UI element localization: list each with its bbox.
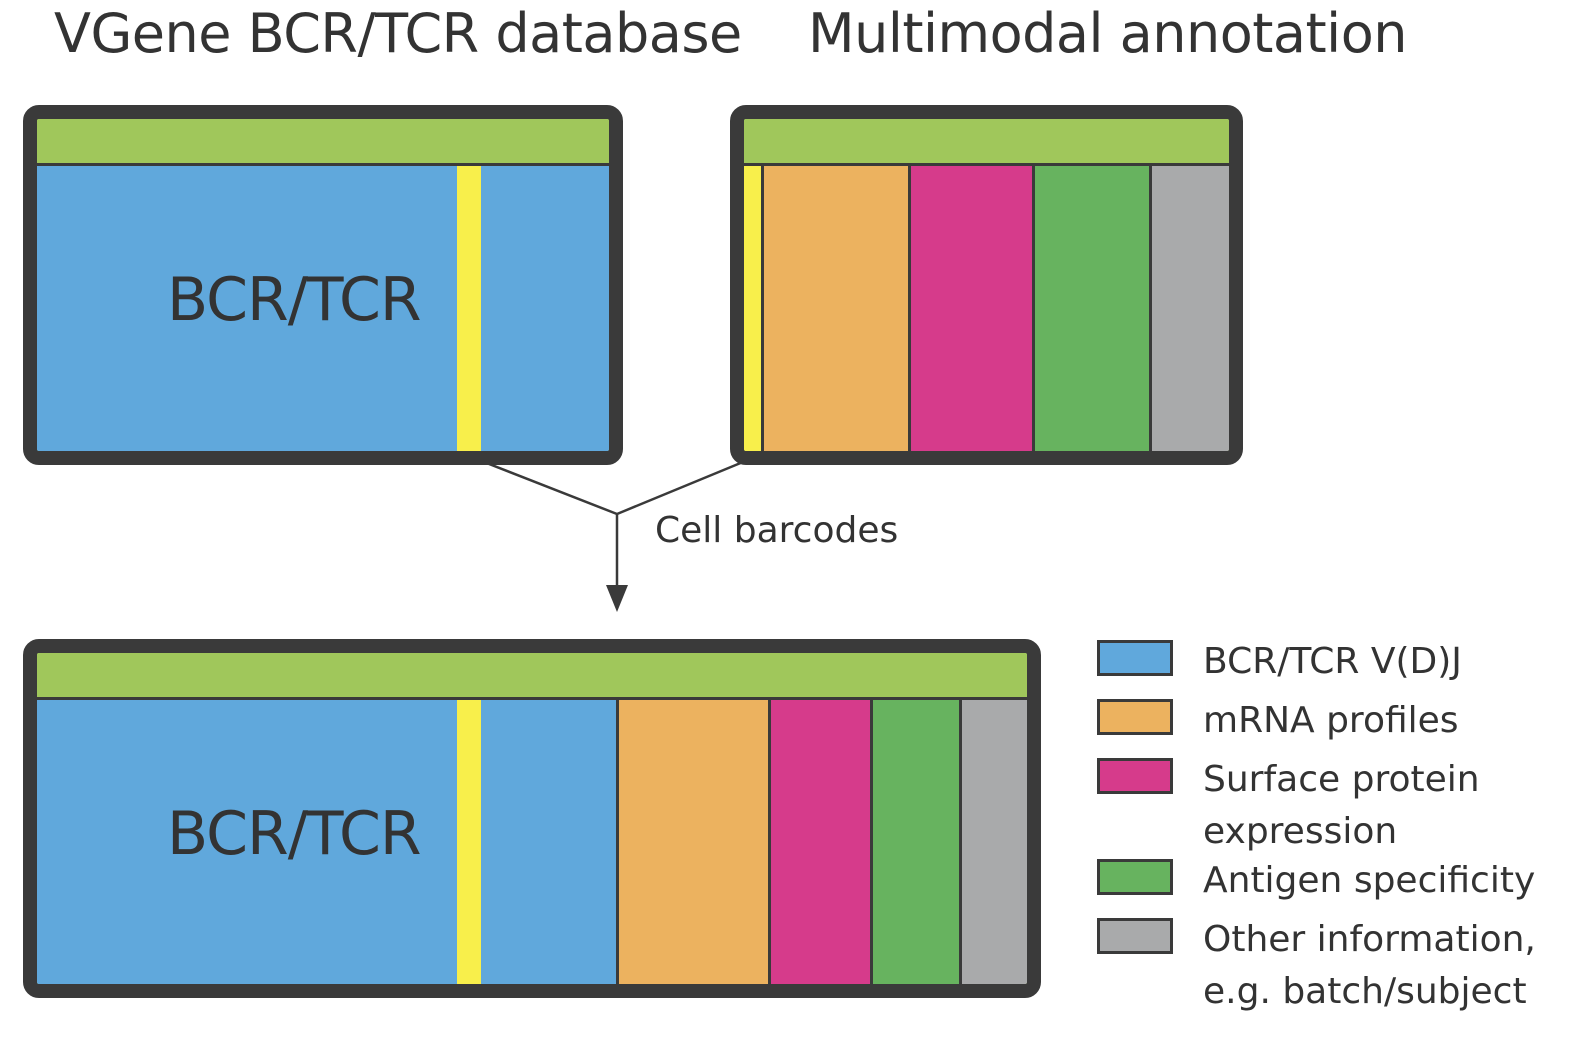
table-header-bar [37,653,1027,700]
legend-swatch-mrna [1097,699,1173,735]
other-information-block [1149,166,1229,451]
legend-swatch-bcr-tcr [1097,640,1173,676]
mrna-profiles-block [761,166,908,451]
barcode-stripe [744,166,761,451]
legend-label-other-line1: Other information, [1203,919,1536,960]
other-information-block [959,700,1027,984]
arrow-head-icon [606,585,628,612]
barcode-stripe [457,166,481,451]
connector-line-right [616,460,744,516]
legend-label-surface-protein-line1: Surface protein [1203,759,1480,800]
bcr-tcr-label: BCR/TCR [167,265,422,335]
legend-label-other-line2: e.g. batch/subject [1203,971,1527,1012]
bcr-tcr-block-continued [481,700,616,984]
mrna-profiles-block [616,700,768,984]
legend-label-antigen: Antigen specificity [1203,860,1536,901]
surface-protein-block [908,166,1032,451]
antigen-specificity-block [1032,166,1149,451]
legend-label-mrna: mRNA profiles [1203,700,1459,741]
bcr-tcr-block [37,166,457,451]
multimodal-annotation-title: Multimodal annotation [808,2,1407,65]
vgene-database-table: BCR/TCR [23,105,623,465]
surface-protein-block [768,700,870,984]
legend-swatch-antigen [1097,859,1173,895]
legend-swatch-surface-protein [1097,758,1173,794]
connector-line-left [483,460,618,516]
bcr-tcr-block-continued [481,166,609,451]
barcode-stripe [457,700,481,984]
vgene-database-title: VGene BCR/TCR database [54,2,742,65]
multimodal-annotation-table [730,105,1243,465]
cell-barcodes-label: Cell barcodes [655,510,899,551]
table-header-bar [744,119,1229,166]
bcr-tcr-block [37,700,457,984]
merged-table: BCR/TCR [23,639,1041,998]
legend-swatch-other [1097,918,1173,954]
bcr-tcr-label: BCR/TCR [167,799,422,869]
legend-label-surface-protein-line2: expression [1203,811,1398,852]
antigen-specificity-block [870,700,959,984]
legend-label-bcr-tcr: BCR/TCR V(D)J [1203,641,1462,682]
table-header-bar [37,119,609,166]
